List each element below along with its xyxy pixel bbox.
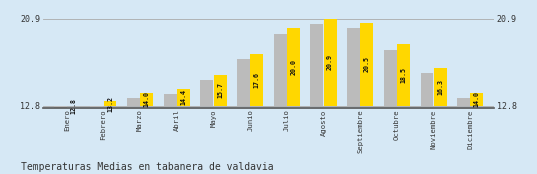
Text: 20.0: 20.0 [291, 59, 296, 75]
Bar [237, 60, 250, 106]
Bar [360, 23, 373, 106]
Bar [384, 50, 397, 106]
Bar [274, 34, 287, 106]
Text: 14.4: 14.4 [180, 89, 186, 105]
Bar [470, 93, 483, 106]
Bar [140, 93, 153, 106]
Bar [164, 94, 177, 106]
Bar [434, 68, 447, 106]
Bar [250, 54, 263, 106]
Bar [347, 28, 360, 106]
Text: 15.7: 15.7 [217, 82, 223, 98]
Bar [200, 80, 213, 106]
Text: Temperaturas Medias en tabanera de valdavia: Temperaturas Medias en tabanera de valda… [21, 162, 274, 172]
Bar [104, 101, 117, 106]
Text: 20.5: 20.5 [364, 56, 370, 72]
Text: 14.0: 14.0 [474, 91, 480, 107]
Bar [310, 24, 323, 106]
Text: 18.5: 18.5 [401, 67, 407, 83]
Bar [214, 74, 227, 106]
Text: 13.2: 13.2 [107, 96, 113, 112]
Bar [177, 89, 190, 106]
Text: 14.0: 14.0 [144, 91, 150, 107]
Bar [324, 19, 337, 106]
Bar [127, 98, 140, 106]
Text: 16.3: 16.3 [437, 79, 443, 95]
Bar [457, 98, 470, 106]
Bar [287, 28, 300, 106]
Bar [420, 73, 433, 106]
Text: 12.8: 12.8 [70, 98, 76, 114]
Bar [54, 106, 67, 111]
Text: 20.9: 20.9 [327, 54, 333, 70]
Bar [90, 106, 103, 107]
Text: 17.6: 17.6 [254, 72, 260, 88]
Bar [397, 44, 410, 106]
